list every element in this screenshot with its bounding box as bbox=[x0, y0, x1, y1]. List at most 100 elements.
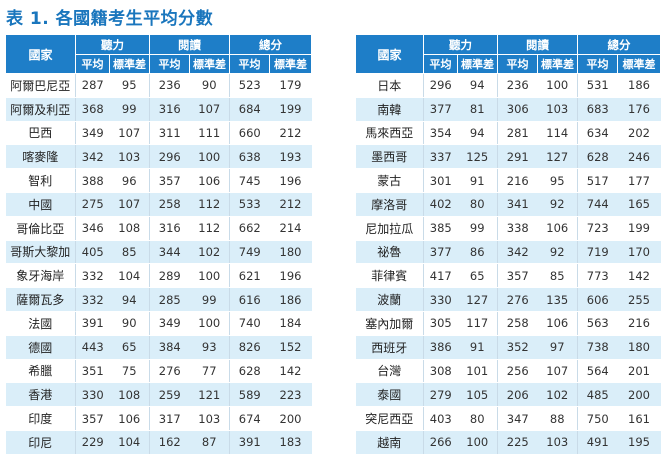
country-cell: 阿爾巴尼亞 bbox=[5, 73, 76, 98]
reading-mean-cell: 285 bbox=[149, 287, 190, 312]
country-cell: 希臘 bbox=[5, 359, 76, 384]
listening-mean-header: 平均 bbox=[75, 54, 110, 74]
total-mean-cell: 616 bbox=[229, 287, 270, 312]
listening-mean-cell: 354 bbox=[423, 121, 458, 146]
total-mean-cell: 517 bbox=[577, 168, 618, 193]
country-cell: 德國 bbox=[5, 335, 76, 360]
total-mean-cell: 723 bbox=[577, 216, 618, 241]
country-cell: 巴西 bbox=[5, 121, 76, 146]
listening-mean-cell: 357 bbox=[75, 406, 110, 431]
listening-header: 聽力 bbox=[423, 34, 498, 55]
total-sd-cell: 161 bbox=[617, 406, 661, 431]
country-cell: 南韓 bbox=[355, 97, 424, 122]
reading-mean-cell: 258 bbox=[149, 192, 190, 217]
country-cell: 香港 bbox=[5, 382, 76, 408]
reading-header: 閱讀 bbox=[497, 34, 578, 55]
listening-mean-cell: 301 bbox=[423, 168, 458, 193]
table-row: 菲律賓 417 65 357 85 773 142 bbox=[355, 263, 661, 289]
reading-mean-cell: 317 bbox=[149, 406, 190, 431]
table-row: 越南 266 100 225 103 491 195 bbox=[355, 430, 661, 455]
country-cell: 阿爾及利亞 bbox=[5, 97, 76, 122]
country-cell: 泰國 bbox=[355, 382, 424, 408]
table-row: 波蘭 330 127 276 135 606 255 bbox=[355, 287, 661, 312]
total-sd-cell: 200 bbox=[269, 406, 312, 431]
reading-sd-cell: 100 bbox=[537, 73, 578, 98]
total-mean-cell: 638 bbox=[229, 144, 270, 170]
total-mean-header: 平均 bbox=[229, 54, 270, 74]
listening-sd-cell: 104 bbox=[109, 263, 150, 289]
country-cell: 印度 bbox=[5, 406, 76, 431]
reading-sd-cell: 100 bbox=[189, 263, 230, 289]
country-cell: 尼加拉瓜 bbox=[355, 216, 424, 241]
listening-mean-cell: 388 bbox=[75, 168, 110, 193]
table-row: 中國 275 107 258 112 533 212 bbox=[5, 192, 312, 217]
total-sd-cell: 180 bbox=[269, 240, 312, 265]
listening-sd-cell: 94 bbox=[109, 287, 150, 312]
table-row: 法國 391 90 349 100 740 184 bbox=[5, 311, 312, 336]
listening-mean-cell: 342 bbox=[75, 144, 110, 170]
total-sd-cell: 199 bbox=[617, 216, 661, 241]
listening-mean-cell: 287 bbox=[75, 73, 110, 98]
listening-mean-cell: 351 bbox=[75, 359, 110, 384]
reading-mean-cell: 357 bbox=[149, 168, 190, 193]
total-sd-cell: 200 bbox=[617, 382, 661, 408]
listening-sd-cell: 99 bbox=[109, 97, 150, 122]
total-sd-cell: 186 bbox=[269, 287, 312, 312]
country-cell: 哥倫比亞 bbox=[5, 216, 76, 241]
total-sd-cell: 214 bbox=[269, 216, 312, 241]
reading-mean-cell: 225 bbox=[497, 430, 538, 455]
listening-mean-cell: 332 bbox=[75, 263, 110, 289]
reading-mean-cell: 352 bbox=[497, 335, 538, 360]
reading-sd-cell: 102 bbox=[189, 240, 230, 265]
reading-sd-cell: 111 bbox=[189, 121, 230, 146]
listening-sd-cell: 101 bbox=[457, 359, 498, 384]
total-mean-cell: 719 bbox=[577, 240, 618, 265]
total-sd-cell: 142 bbox=[269, 359, 312, 384]
listening-sd-cell: 91 bbox=[457, 335, 498, 360]
reading-mean-cell: 289 bbox=[149, 263, 190, 289]
table-row: 巴西 349 107 311 111 660 212 bbox=[5, 121, 312, 146]
table-title: 表 1. 各國籍考生平均分數 bbox=[6, 9, 214, 29]
table-row: 喀麥隆 342 103 296 100 638 193 bbox=[5, 144, 312, 170]
listening-mean-cell: 368 bbox=[75, 97, 110, 122]
listening-sd-cell: 96 bbox=[109, 168, 150, 193]
listening-sd-cell: 107 bbox=[109, 192, 150, 217]
table-row: 哥斯大黎加 405 85 344 102 749 180 bbox=[5, 240, 312, 265]
country-cell: 波蘭 bbox=[355, 287, 424, 312]
reading-sd-cell: 85 bbox=[537, 263, 578, 289]
reading-mean-cell: 291 bbox=[497, 144, 538, 170]
total-sd-cell: 176 bbox=[617, 97, 661, 122]
listening-sd-cell: 108 bbox=[109, 216, 150, 241]
table-row: 阿爾巴尼亞 287 95 236 90 523 179 bbox=[5, 73, 312, 98]
listening-sd-cell: 81 bbox=[457, 97, 498, 122]
total-sd-cell: 196 bbox=[269, 263, 312, 289]
table-row: 印尼 229 104 162 87 391 183 bbox=[5, 430, 312, 455]
total-mean-header: 平均 bbox=[577, 54, 618, 74]
reading-mean-cell: 384 bbox=[149, 335, 190, 360]
reading-mean-cell: 342 bbox=[497, 240, 538, 265]
listening-sd-header: 標準差 bbox=[109, 54, 150, 74]
total-mean-cell: 606 bbox=[577, 287, 618, 312]
listening-mean-cell: 346 bbox=[75, 216, 110, 241]
listening-sd-cell: 91 bbox=[457, 168, 498, 193]
reading-sd-cell: 103 bbox=[537, 430, 578, 455]
listening-mean-cell: 386 bbox=[423, 335, 458, 360]
reading-sd-cell: 100 bbox=[189, 311, 230, 336]
table-row: 印度 357 106 317 103 674 200 bbox=[5, 406, 312, 431]
listening-sd-cell: 127 bbox=[457, 287, 498, 312]
listening-sd-cell: 80 bbox=[457, 192, 498, 217]
reading-sd-cell: 103 bbox=[537, 97, 578, 122]
reading-mean-cell: 338 bbox=[497, 216, 538, 241]
table-row: 塞內加爾 305 117 258 106 563 216 bbox=[355, 311, 661, 336]
reading-mean-cell: 349 bbox=[149, 311, 190, 336]
total-mean-cell: 744 bbox=[577, 192, 618, 217]
reading-sd-cell: 106 bbox=[189, 168, 230, 193]
listening-sd-cell: 94 bbox=[457, 121, 498, 146]
listening-mean-cell: 330 bbox=[423, 287, 458, 312]
reading-sd-cell: 88 bbox=[537, 406, 578, 431]
reading-sd-cell: 114 bbox=[537, 121, 578, 146]
reading-mean-cell: 256 bbox=[497, 359, 538, 384]
country-cell: 馬來西亞 bbox=[355, 121, 424, 146]
table-row: 泰國 279 105 206 102 485 200 bbox=[355, 382, 661, 408]
reading-sd-cell: 97 bbox=[537, 335, 578, 360]
